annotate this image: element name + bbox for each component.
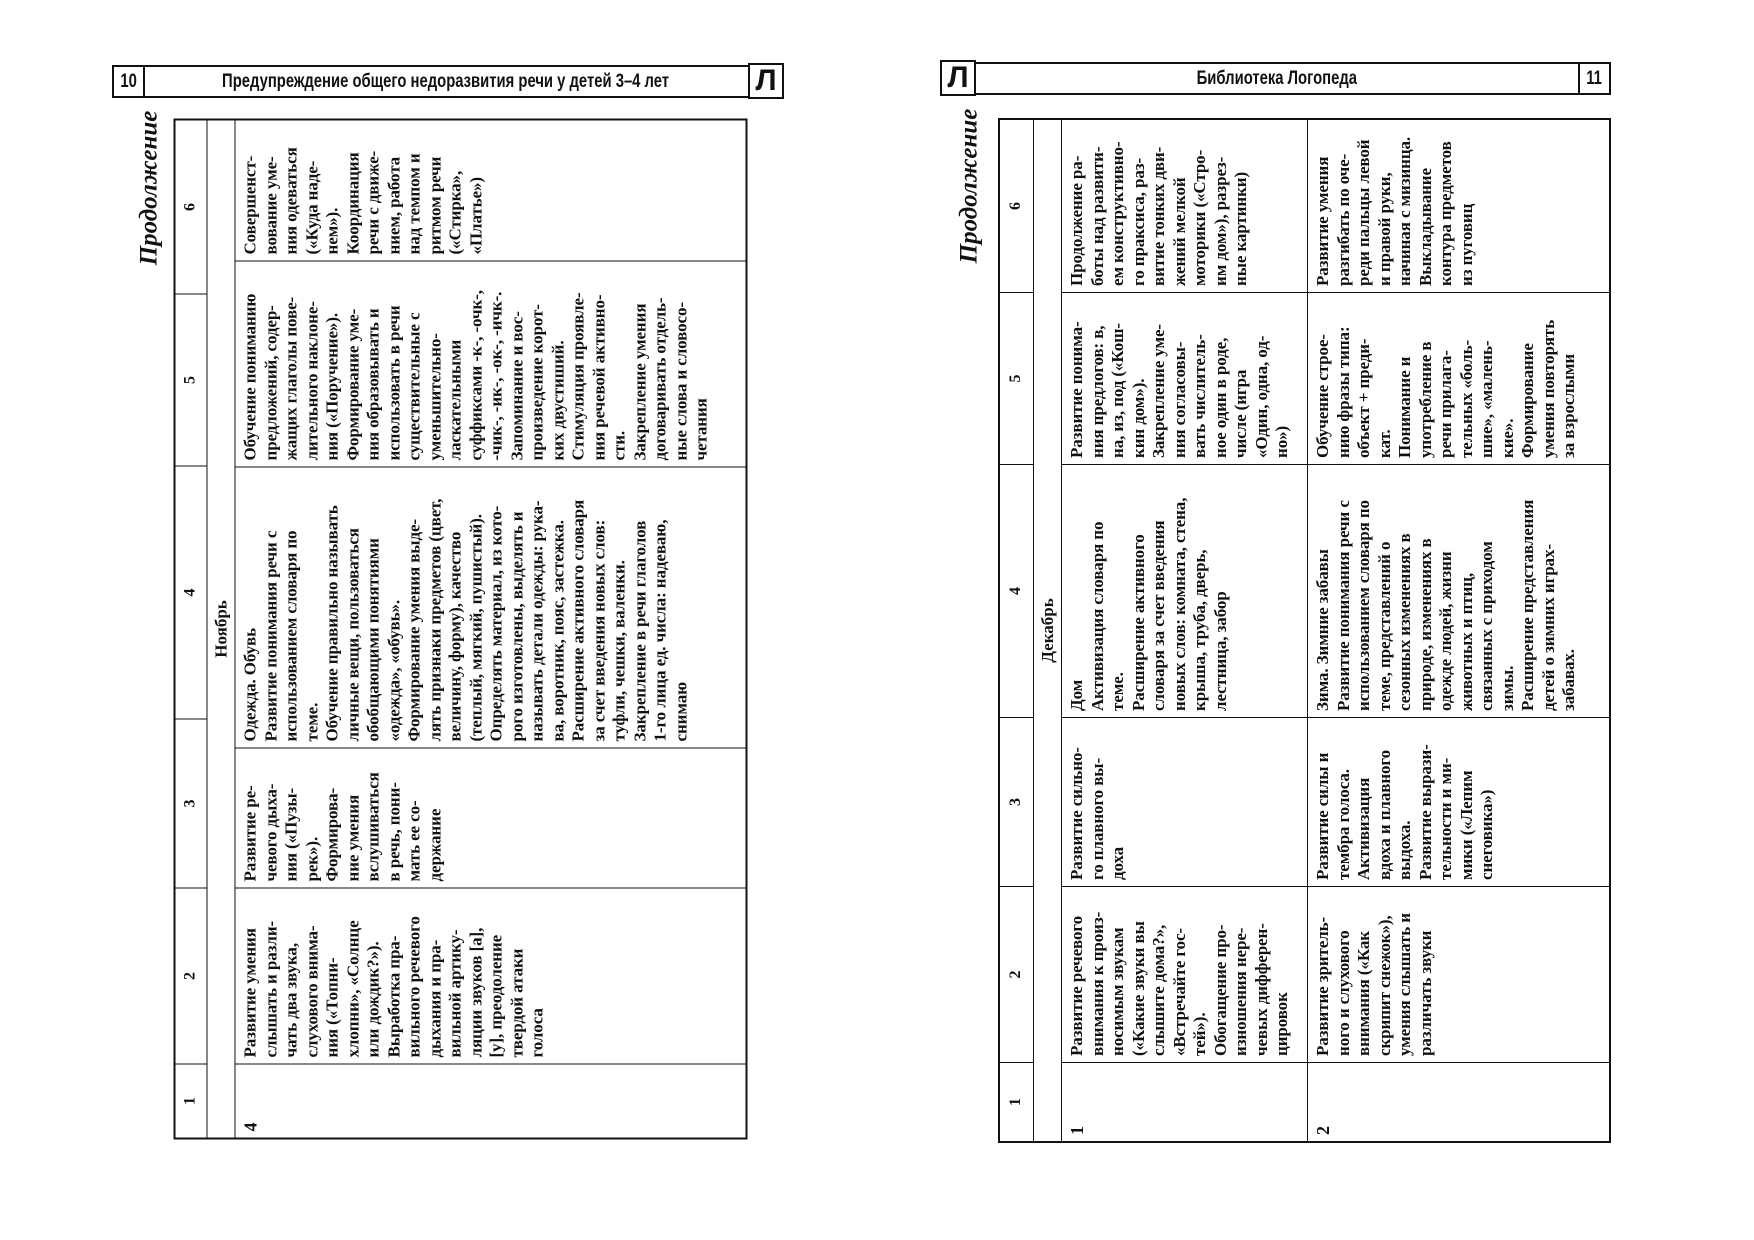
cell-col3: Развитие ре- чевого дыха- ния («Пузы- ре… bbox=[235, 747, 746, 888]
cell-col2: Развитие зритель- ного и слухового внима… bbox=[1308, 886, 1609, 1062]
cell-col6: Совершенст- вование уме- ния одеваться (… bbox=[240, 147, 486, 255]
table-row: 1 Развитие речевого внимания к произ- но… bbox=[1062, 120, 1308, 1141]
cell-col4: Дом Активизация словаря по теме. Расширен… bbox=[1062, 464, 1307, 717]
month-row: Декабрь bbox=[1034, 120, 1062, 1141]
page-number-text: 11 bbox=[1586, 67, 1603, 89]
topic-text: Активизация словаря по теме. Расширение … bbox=[1087, 497, 1230, 711]
continuation-label-right: Продолжение bbox=[955, 108, 983, 264]
cell-col4: Одежда. Обувь Развитие понимания речи с и… bbox=[235, 466, 746, 748]
cell-col5: Обучение пониманию предложений, содер- ж… bbox=[235, 260, 746, 467]
column-number: 1 bbox=[1000, 1062, 1033, 1141]
running-title-right: Библиотека Логопеда bbox=[975, 62, 1579, 95]
topic-text: Развитие понимания речи с использованием… bbox=[261, 498, 690, 742]
topic-title: Дом bbox=[1067, 679, 1086, 711]
logo-letter-left: Л bbox=[748, 63, 784, 99]
column-number-row: 1 2 3 4 5 6 bbox=[175, 120, 208, 1138]
month-label: Декабрь bbox=[1037, 598, 1057, 663]
table-row: 2 Развитие зритель- ного и слухового вни… bbox=[1308, 120, 1609, 1141]
month-label: Ноябрь bbox=[211, 600, 230, 658]
page-number-right: 11 bbox=[1578, 62, 1611, 95]
column-number: 2 bbox=[1000, 886, 1033, 1062]
cell-col5: Развитие понима- ния предлогов: в, на, и… bbox=[1062, 292, 1307, 464]
table-left: 1 2 3 4 5 6 Ноябрь 4 Развитие умения слы… bbox=[173, 118, 748, 1140]
cell-col6: Продолжение ра- боты над развити- ем кон… bbox=[1067, 141, 1250, 286]
column-number: 1 bbox=[175, 1063, 207, 1138]
running-title-text: Предупреждение общего недоразвития речи … bbox=[222, 70, 670, 92]
column-number: 4 bbox=[175, 465, 207, 719]
page-number-text: 10 bbox=[120, 70, 137, 92]
column-number: 2 bbox=[175, 887, 207, 1064]
table-row: 4 Развитие умения слышать и разли- чать … bbox=[235, 121, 746, 1138]
week-number: 1 bbox=[1062, 1062, 1307, 1141]
logo-letter-right: Л bbox=[940, 60, 976, 96]
topic-text: Развитие понимания речи с использованием… bbox=[1333, 499, 1579, 711]
column-number: 4 bbox=[1000, 464, 1033, 717]
cell-col3: Развитие сильно- го плавного вы- доха bbox=[1062, 717, 1307, 886]
page-number-left: 10 bbox=[112, 65, 145, 98]
column-number: 6 bbox=[1007, 202, 1025, 210]
cell-col3: Развитие силы и тембра голоса. Активизац… bbox=[1308, 717, 1609, 886]
continuation-label-left: Продолжение bbox=[135, 110, 163, 266]
running-title-left: Предупреждение общего недоразвития речи … bbox=[143, 65, 749, 98]
running-title-text: Библиотека Логопеда bbox=[1196, 67, 1358, 89]
table-right: 1 2 3 4 5 6 Декабрь 1 Развитие речевого … bbox=[998, 118, 1611, 1143]
topic-title: Одежда. Обувь bbox=[240, 627, 260, 742]
column-number: 5 bbox=[1000, 292, 1033, 464]
month-row: Ноябрь bbox=[207, 120, 236, 1138]
column-number: 5 bbox=[175, 293, 207, 466]
topic-title: Зима. Зимние забавы bbox=[1313, 549, 1332, 711]
week-number: 4 bbox=[235, 1063, 746, 1138]
column-number-row: 1 2 3 4 5 6 bbox=[1000, 120, 1034, 1141]
logo-letter-text: Л bbox=[947, 61, 969, 94]
column-number: 6 bbox=[181, 203, 199, 211]
cell-col5: Обучение строе- нию фразы типа: объект +… bbox=[1308, 292, 1609, 464]
cell-col6: Развитие умения разгибать по оче- реди п… bbox=[1313, 136, 1476, 286]
logo-letter-text: Л bbox=[755, 64, 777, 97]
cell-col2: Развитие речевого внимания к произ- носи… bbox=[1062, 886, 1307, 1062]
cell-col4: Зима. Зимние забавы Развитие понимания ре… bbox=[1308, 464, 1609, 717]
column-number: 3 bbox=[175, 718, 207, 888]
cell-col2: Развитие умения слышать и разли- чать дв… bbox=[235, 887, 746, 1064]
week-number: 2 bbox=[1308, 1062, 1609, 1141]
column-number: 3 bbox=[1000, 717, 1033, 886]
